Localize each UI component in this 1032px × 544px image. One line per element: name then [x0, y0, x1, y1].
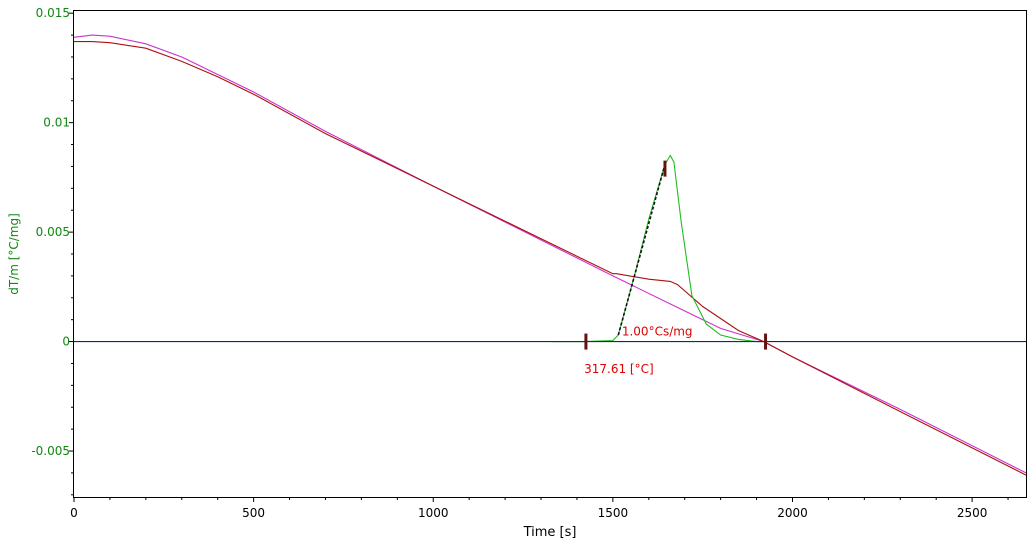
marker-layer: [584, 160, 768, 350]
y-tick-label: 0.005: [36, 225, 70, 239]
y-axis: 0.015 0.01 0.005 0 -0.005: [31, 6, 74, 496]
x-tick-label: 1500: [598, 506, 629, 520]
y-axis-title: dT/m [°C/mg]: [7, 213, 21, 295]
y-tick-label: 0.01: [43, 116, 70, 130]
series-line-3: [617, 163, 666, 336]
series-layer: [74, 34, 1026, 476]
series-line-2: [551, 154, 764, 343]
x-tick-label: 2000: [777, 506, 808, 520]
x-axis: 0 500 1000 1500 2000 2500: [70, 497, 1009, 520]
x-tick-label: 2500: [957, 506, 988, 520]
annotation-0: 1.00°Cs/mg: [622, 325, 693, 339]
x-tick-label: 500: [242, 506, 265, 520]
annotation-1: 317.61 [°C]: [584, 362, 654, 376]
y-tick-label: 0: [62, 335, 70, 349]
y-tick-label: -0.005: [31, 444, 70, 458]
x-tick-label: 0: [70, 506, 78, 520]
series-line-1: [74, 41, 1026, 476]
x-tick-label: 1000: [418, 506, 449, 520]
x-axis-title: Time [s]: [523, 525, 577, 540]
annotation-layer: 1.00°Cs/mg 317.61 [°C]: [584, 325, 692, 376]
plot-area: [73, 10, 1027, 498]
y-tick-label: 0.015: [36, 6, 70, 20]
